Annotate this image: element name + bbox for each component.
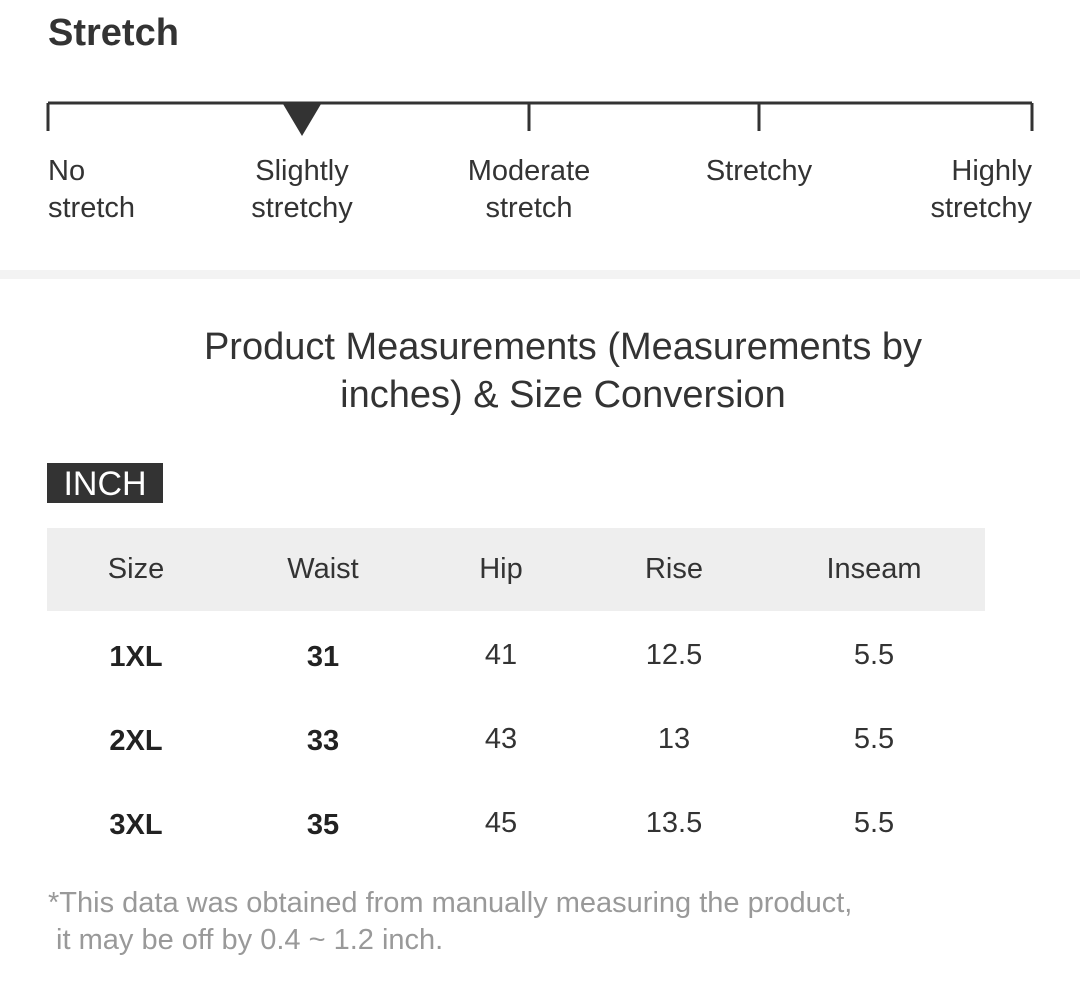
column-header: Inseam [826, 553, 922, 585]
stretch-level: Stretchy [705, 155, 813, 187]
table-cell: 45 [484, 807, 518, 839]
table-cell: 5.5 [853, 723, 895, 755]
table-cell: 2XL [109, 725, 163, 757]
measurements-title: Product Measurements (Measurements by in… [203, 326, 923, 416]
table-cell: 5.5 [853, 807, 895, 839]
footnote-line: *This data was obtained from manually me… [48, 887, 853, 919]
divider [0, 270, 1080, 279]
table-cell: 43 [484, 723, 518, 755]
table-cell: 13.5 [645, 807, 703, 839]
table-cell: 5.5 [853, 639, 895, 671]
stretch-level: Slightly stretchy [251, 155, 353, 224]
table-cell: 35 [306, 809, 340, 841]
stretch-scale [46, 101, 1034, 136]
table-cell: 12.5 [645, 639, 703, 671]
footnote-line: it may be off by 0.4 ~ 1.2 inch. [48, 924, 444, 956]
selected-marker [283, 104, 321, 136]
table-cell: 31 [306, 641, 340, 673]
column-header: Waist [287, 553, 359, 585]
table-cell: 33 [306, 725, 340, 757]
table-cell: 3XL [109, 809, 163, 841]
column-header: Hip [479, 553, 523, 585]
table-cell: 41 [484, 639, 518, 671]
column-header: Rise [644, 553, 703, 585]
section-title: Stretch [48, 12, 179, 54]
table-cell: 13 [657, 723, 691, 755]
column-header: Size [107, 553, 165, 585]
stretch-level: Moderate stretch [467, 155, 591, 224]
table-cell: 1XL [109, 641, 163, 673]
table-header [47, 528, 985, 611]
stretch-level: No stretch [48, 155, 136, 224]
stretch-level: Highly stretchy [930, 155, 1032, 224]
scale-ticks [46, 103, 1034, 136]
unit-tab[interactable]: INCH [47, 463, 163, 503]
